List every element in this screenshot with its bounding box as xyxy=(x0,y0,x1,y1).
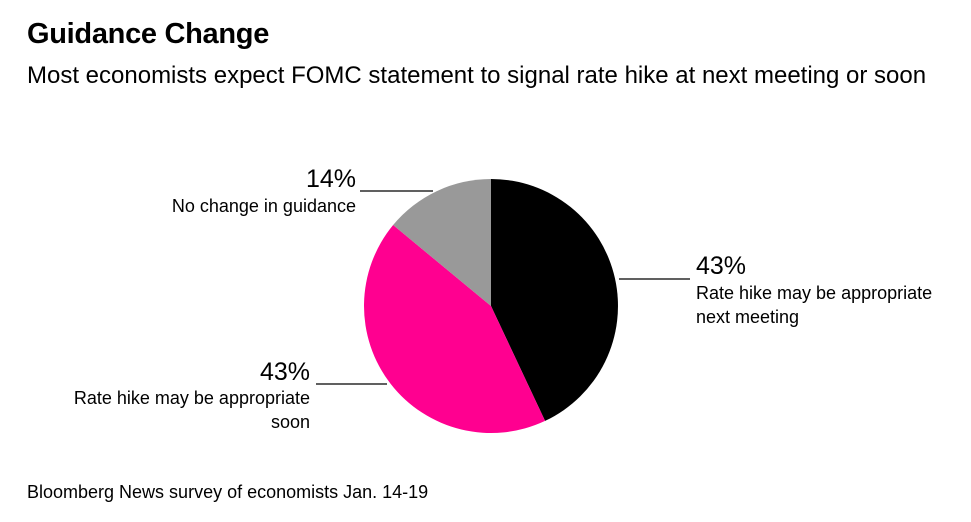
slice-label-soon-line2: soon xyxy=(271,412,310,432)
slice-percent-next-meeting: 43% xyxy=(696,252,746,280)
slice-label-next-meeting-line2: next meeting xyxy=(696,307,799,327)
leader-lines xyxy=(316,190,690,385)
slice-percent-soon: 43% xyxy=(260,358,310,386)
pie-slice-next-meeting xyxy=(491,179,618,421)
chart-subtitle: Most economists expect FOMC statement to… xyxy=(27,62,927,89)
pie-slice-no-change xyxy=(393,179,491,306)
slice-label-no-change: No change in guidance xyxy=(172,196,356,216)
pie-chart: 43% Rate hike may be appropriate next me… xyxy=(74,165,932,433)
chart-title: Guidance Change xyxy=(27,18,270,50)
source-note: Bloomberg News survey of economists Jan.… xyxy=(27,482,429,502)
slice-label-next-meeting-line1: Rate hike may be appropriate xyxy=(696,283,932,303)
slice-percent-no-change: 14% xyxy=(306,165,356,193)
slice-label-soon-line1: Rate hike may be appropriate xyxy=(74,388,310,408)
pie-slices xyxy=(364,179,618,433)
pie-slice-soon xyxy=(364,225,546,433)
